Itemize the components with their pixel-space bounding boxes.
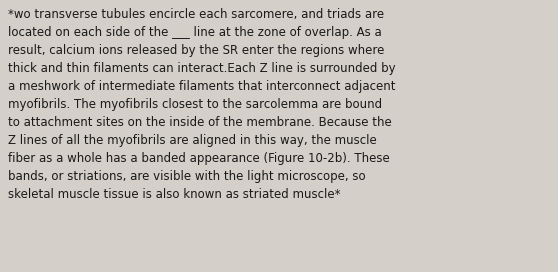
Text: *wo transverse tubules encircle each sarcomere, and triads are
located on each s: *wo transverse tubules encircle each sar… [8, 8, 396, 201]
